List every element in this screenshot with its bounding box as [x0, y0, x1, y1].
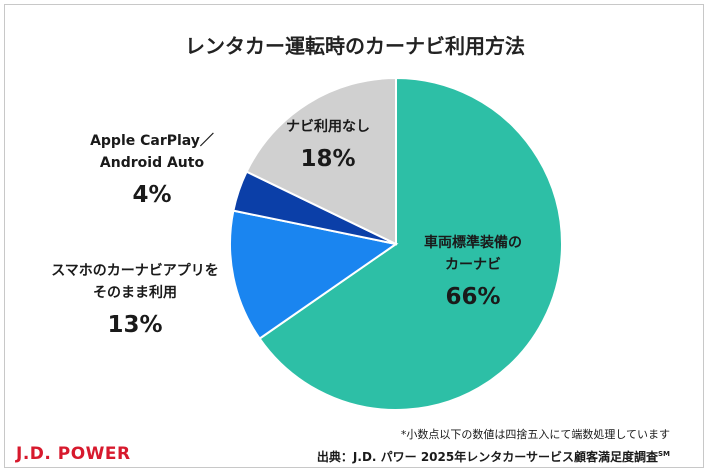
slice-name-line: スマホのカーナビアプリを — [51, 263, 219, 279]
slice-name-line: ナビ利用なし — [286, 119, 370, 135]
chart-title: レンタカー運転時のカーナビ利用方法 — [185, 34, 525, 58]
slice-builtin-navi — [258, 76, 563, 411]
slice-smartphone-app — [229, 209, 399, 341]
slice-name-line: 車両標準装備の — [424, 235, 522, 251]
source-text: 出典：J.D. パワー 2025年レンタカーサービス顧客満足度調査 — [316, 450, 658, 464]
service-mark: SM — [657, 450, 670, 458]
slice-label-carplay: Apple CarPlay／ Android Auto 4% — [72, 130, 232, 208]
slice-label-no-navi: ナビ利用なし 18% — [268, 116, 388, 172]
chart-frame — [4, 4, 704, 468]
slice-name-line: Android Auto — [99, 155, 205, 171]
slice-name-line: そのまま利用 — [93, 285, 177, 301]
slice-no-navi — [245, 76, 397, 246]
slice-label-smartphone-app: スマホのカーナビアプリを そのまま利用 13% — [40, 260, 230, 338]
slice-value-label: 4% — [132, 182, 172, 208]
slice-value-label: 66% — [445, 284, 501, 310]
slice-name-line: カーナビ — [445, 257, 501, 273]
slice-name-line: Apple CarPlay／ — [90, 133, 214, 149]
slice-value-label: 13% — [107, 312, 163, 338]
source-credit: 出典：J.D. パワー 2025年レンタカーサービス顧客満足度調査SM — [317, 448, 670, 465]
footnote: *小数点以下の数値は四捨五入にて端数処理しています — [400, 428, 670, 441]
slice-label-builtin-navi: 車両標準装備の カーナビ 66% — [398, 232, 548, 310]
jdpower-logo: J.D. POWER — [16, 444, 131, 464]
slice-value-label: 18% — [300, 146, 356, 172]
